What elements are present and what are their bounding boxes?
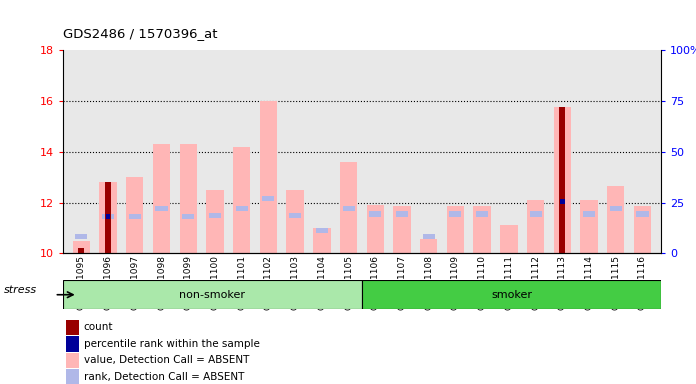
Bar xyxy=(65,353,79,368)
Bar xyxy=(500,225,518,253)
Bar xyxy=(583,212,595,217)
Bar xyxy=(527,200,544,253)
Bar xyxy=(180,144,197,253)
Text: percentile rank within the sample: percentile rank within the sample xyxy=(84,339,260,349)
Bar xyxy=(126,177,143,253)
Bar xyxy=(316,228,328,233)
Text: smoker: smoker xyxy=(491,290,532,300)
Bar xyxy=(420,240,437,253)
Text: GDS2486 / 1570396_at: GDS2486 / 1570396_at xyxy=(63,27,217,40)
Bar xyxy=(560,199,564,204)
Bar xyxy=(422,234,435,240)
Bar xyxy=(393,206,411,253)
Bar xyxy=(100,182,117,253)
Bar xyxy=(340,162,357,253)
Bar xyxy=(209,213,221,218)
Bar xyxy=(530,212,541,217)
Bar xyxy=(65,369,79,384)
Bar xyxy=(636,212,649,217)
Bar xyxy=(155,206,168,212)
Bar xyxy=(367,205,384,253)
Bar xyxy=(65,336,79,351)
Text: count: count xyxy=(84,322,113,332)
Text: value, Detection Call = ABSENT: value, Detection Call = ABSENT xyxy=(84,356,249,366)
Bar xyxy=(182,214,194,219)
Bar xyxy=(75,234,88,240)
Bar xyxy=(287,190,303,253)
Bar xyxy=(560,107,565,253)
Bar xyxy=(233,147,251,253)
Bar xyxy=(553,107,571,253)
Bar xyxy=(362,280,661,309)
Bar xyxy=(102,214,114,219)
Bar xyxy=(289,213,301,218)
Bar xyxy=(580,200,598,253)
Bar xyxy=(72,241,90,253)
Bar xyxy=(106,214,111,219)
Bar xyxy=(396,212,408,217)
Bar xyxy=(153,144,171,253)
Text: stress: stress xyxy=(3,285,37,295)
Bar xyxy=(313,228,331,253)
Bar xyxy=(473,206,491,253)
Bar xyxy=(610,206,622,212)
Bar xyxy=(476,212,488,217)
Bar xyxy=(79,248,84,253)
Bar xyxy=(262,196,274,201)
Bar xyxy=(65,320,79,335)
Bar xyxy=(447,206,464,253)
Bar xyxy=(607,186,624,253)
Bar xyxy=(129,214,141,219)
Bar xyxy=(236,206,248,212)
Bar xyxy=(634,206,651,253)
Bar xyxy=(260,101,277,253)
Bar xyxy=(105,182,111,253)
Bar xyxy=(63,280,362,309)
Text: non-smoker: non-smoker xyxy=(180,290,245,300)
Bar xyxy=(370,212,381,217)
Text: rank, Detection Call = ABSENT: rank, Detection Call = ABSENT xyxy=(84,372,244,382)
Bar xyxy=(206,190,223,253)
Bar xyxy=(342,206,354,212)
Bar xyxy=(450,212,461,217)
